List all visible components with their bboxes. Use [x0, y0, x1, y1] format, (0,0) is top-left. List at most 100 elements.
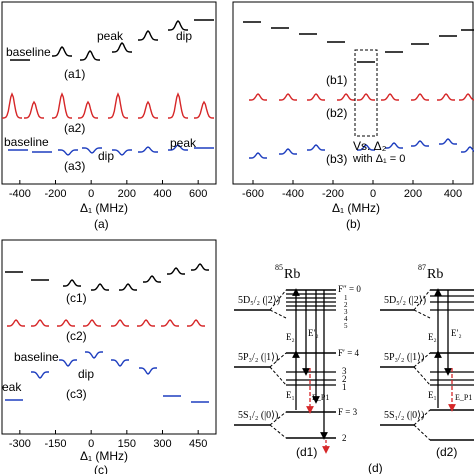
- a-tick-label: -400: [9, 188, 31, 200]
- a3-trace: [82, 147, 102, 154]
- b2-trace: [381, 93, 399, 101]
- a3-trace: [58, 149, 78, 156]
- d1-e1: E₁: [286, 390, 295, 400]
- a1-label: (a1): [64, 67, 85, 81]
- a2-trace: [78, 100, 98, 119]
- a-tick-label: -200: [44, 188, 66, 200]
- a1-trace: [80, 50, 100, 61]
- a2-trace: [108, 92, 128, 119]
- c-tick-label: 300: [153, 438, 171, 450]
- a1-trace: [168, 20, 188, 31]
- b-tick-label: 400: [444, 188, 462, 200]
- b3-trace: [461, 146, 474, 153]
- panel-c: -300 -150 0 150 300 450 (c1) (c2) baseline di…: [1, 239, 217, 474]
- b2-trace: [437, 93, 455, 101]
- a2-trace: [194, 100, 214, 119]
- d2-caption: (d2): [436, 445, 457, 459]
- b2-trace: [249, 93, 267, 101]
- b-dashed-box: [354, 49, 378, 137]
- d1-hf-1: 1: [344, 294, 348, 302]
- b3-trace: [307, 144, 325, 151]
- d2-level-p32: 5P₃/₂ (|1⟩): [384, 352, 424, 363]
- b-xlabel: Δ₁ (MHz): [332, 201, 380, 215]
- b2-trace: [279, 93, 297, 101]
- d1-level-p32: 5P₃/₂ (|1⟩): [238, 352, 278, 363]
- b2-label: (b2): [326, 106, 347, 120]
- c2-trace: [187, 319, 205, 327]
- b-tick-label: -400: [282, 188, 304, 200]
- a2-trace: [24, 100, 44, 119]
- c-tick-label: 450: [189, 438, 207, 450]
- b-vs-label: Vs. Δ₂: [353, 139, 387, 153]
- d1-e2p: E′₂: [308, 328, 319, 338]
- d1-level-s12: 5S₁/₂ (|0⟩): [238, 410, 278, 421]
- c3-label: (c3): [66, 387, 87, 401]
- c-caption: (c): [94, 463, 108, 474]
- b3-trace: [249, 152, 267, 159]
- a-caption: (a): [94, 217, 109, 231]
- b2-trace: [307, 93, 325, 101]
- panel-b: -600 -400 -200 0 200 400 (b1) (b2) Vs. Δ₂ wit…: [232, 1, 474, 231]
- c-baseline-label: baseline: [14, 350, 59, 364]
- d1-mid-hf-2: 2: [342, 374, 347, 384]
- a3-trace: [168, 144, 188, 151]
- rb85-mass: 85: [275, 263, 283, 272]
- panel-a: -400 -200 0 200 400 600 baseline peak dip (a1…: [1, 1, 217, 231]
- c3-trace: [111, 359, 129, 367]
- d1-mid-hf-1: 1: [342, 382, 347, 392]
- a1-trace: [112, 42, 132, 53]
- a-baseline-label: baseline: [6, 45, 51, 59]
- b-tick-label: -200: [322, 188, 344, 200]
- c-tick-label: -300: [9, 438, 31, 450]
- b-tick-label: 0: [370, 188, 376, 200]
- b2-trace: [357, 93, 375, 101]
- c-peak-label: eak: [2, 380, 22, 394]
- a-tick-label: 0: [88, 188, 94, 200]
- c2-trace: [111, 319, 129, 327]
- c2-trace: [7, 319, 25, 327]
- b3-trace: [439, 138, 457, 145]
- a-dip-label: dip: [176, 29, 192, 43]
- b-with-label: with Δ₁ = 0: [352, 153, 405, 165]
- c2-label: (c2): [66, 329, 87, 343]
- rb87-mass: 87: [418, 263, 426, 272]
- c1-trace: [91, 283, 109, 291]
- d2-ep1: E_P1: [455, 393, 472, 402]
- c3-trace: [139, 367, 157, 375]
- c3-trace: [59, 359, 77, 367]
- c1-trace: [167, 267, 185, 275]
- d1-ep1: E_P1: [312, 393, 329, 402]
- a-xlabel: Δ₁ (MHz): [80, 201, 128, 215]
- panel-b-traces: [243, 21, 474, 159]
- panel-a-traces: [2, 19, 214, 156]
- d1-e2: E₂: [286, 332, 295, 342]
- d1-f-mid: F′ = 4: [338, 348, 360, 358]
- c1-label: (c1): [66, 291, 87, 305]
- d-caption: (d): [368, 461, 383, 474]
- c1-trace: [63, 279, 81, 287]
- d2-e2p: E′₂: [451, 328, 462, 338]
- panel-d: 85 Rb 87 Rb 5D₅/₂ (|2⟩) 5P₃/₂ (|1⟩) 5S₁/…: [234, 263, 474, 474]
- b3-trace: [357, 144, 375, 151]
- rb85-symbol: Rb: [284, 267, 300, 282]
- c2-trace: [83, 319, 101, 327]
- a2-trace: [2, 92, 22, 119]
- a-peak-bottom-label: peak: [170, 136, 197, 150]
- d1-f-top: F″ = 0: [338, 284, 361, 294]
- a3-label: (a3): [64, 159, 85, 173]
- c-tick-label: 150: [118, 438, 136, 450]
- d1-arrows: [292, 288, 328, 440]
- a-tick-label: 400: [153, 188, 171, 200]
- d1-hf-4: 4: [344, 315, 348, 323]
- b3-trace: [279, 148, 297, 155]
- a-peak-label: peak: [97, 29, 124, 43]
- d1-caption: (d1): [296, 445, 317, 459]
- b2-trace: [337, 93, 355, 101]
- c2-trace: [137, 319, 155, 327]
- a2-label: (a2): [64, 121, 85, 135]
- a3-trace: [138, 146, 158, 153]
- a3-trace: [112, 149, 132, 156]
- a-tick-label: 600: [189, 188, 207, 200]
- a-tick-label: 200: [118, 188, 136, 200]
